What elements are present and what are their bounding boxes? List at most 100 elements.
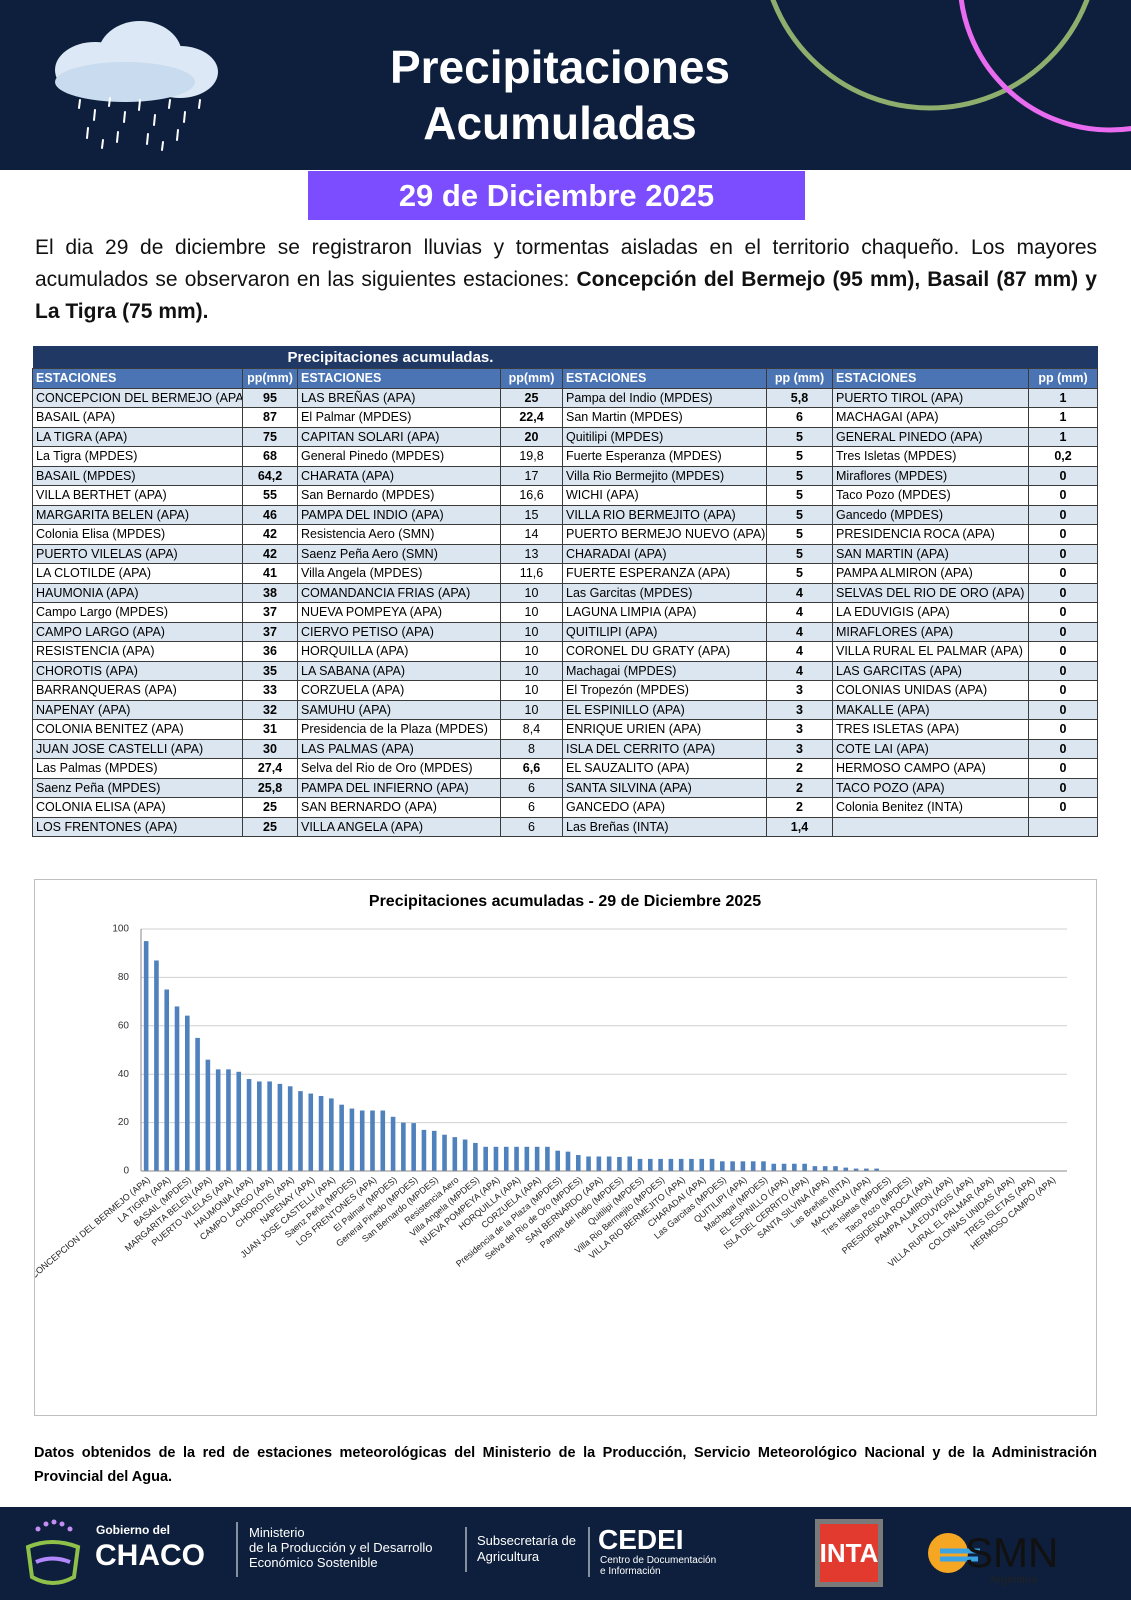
station-cell: Saenz Peña (MPDES) — [32, 777, 243, 798]
pp-cell: 0,2 — [1027, 446, 1099, 467]
table-row: RESISTENCIA (APA) 36 HORQUILLA (APA) 10 CORO… — [32, 641, 1099, 662]
column-header: ESTACIONES — [297, 368, 501, 389]
pp-cell: 0 — [1027, 738, 1099, 759]
pp-cell: 10 — [500, 621, 563, 642]
footer-logos: Gobierno del CHACO Ministerio de la Prod… — [25, 1519, 1058, 1587]
pp-cell: 6 — [500, 797, 563, 818]
station-cell: TACO POZO (APA) — [832, 777, 1029, 798]
column-header: ESTACIONES — [32, 368, 243, 389]
y-tick-label: 80 — [118, 972, 130, 983]
bar — [668, 1158, 674, 1171]
title-line: Precipitaciones — [389, 41, 731, 93]
station-cell: Taco Pozo (MPDES) — [832, 485, 1029, 506]
chart: Precipitaciones acumuladas - 29 de Dicie… — [34, 879, 1097, 1416]
station-cell: LAS PALMAS (APA) — [297, 738, 501, 759]
station-cell: Las Breñas (INTA) — [562, 816, 767, 837]
station-cell: SANTA SILVINA (APA) — [562, 777, 767, 798]
pp-cell: 10 — [500, 602, 563, 623]
pp-cell: 2 — [766, 797, 833, 818]
station-cell: San Bernardo (MPDES) — [297, 485, 501, 506]
pp-cell: 37 — [242, 621, 298, 642]
pp-cell: 3 — [766, 680, 833, 701]
table-row: COLONIA BENITEZ (APA) 31 Presidencia de la… — [32, 719, 1099, 740]
bar — [401, 1122, 406, 1171]
bar — [781, 1163, 787, 1171]
bar — [339, 1104, 344, 1171]
station-cell: COMANDANCIA FRIAS (APA) — [297, 582, 501, 603]
station-cell: Las Palmas (MPDES) — [32, 758, 243, 779]
bar — [822, 1166, 828, 1171]
station-cell: Selva del Rio de Oro (MPDES) — [297, 758, 501, 779]
pp-cell: 2 — [766, 777, 833, 798]
station-cell: MAKALLE (APA) — [832, 699, 1029, 720]
bar — [154, 960, 159, 1171]
bar — [761, 1161, 766, 1171]
table-row: LA CLOTILDE (APA) 41 Villa Angela (MPDES) 1… — [32, 563, 1099, 584]
pp-cell: 10 — [500, 641, 563, 662]
bar — [483, 1146, 488, 1171]
station-cell: MIRAFLORES (APA) — [832, 621, 1029, 642]
station-cell: COTE LAI (APA) — [832, 738, 1029, 759]
table-row: La Tigra (MPDES) 68 General Pinedo (MPDES)… — [32, 446, 1099, 467]
station-cell: LA EDUVIGIS (APA) — [832, 602, 1029, 623]
pp-cell: 6,6 — [500, 758, 563, 779]
pp-cell: 41 — [242, 563, 298, 584]
pp-cell: 0 — [1027, 465, 1099, 486]
bar — [802, 1163, 807, 1171]
bar — [596, 1156, 602, 1171]
table-row: Las Palmas (MPDES) 27,4 Selva del Rio de O… — [32, 758, 1099, 779]
pp-cell: 0 — [1027, 660, 1099, 681]
inta-logo: INTA — [820, 1538, 879, 1568]
pp-cell: 5 — [766, 426, 833, 447]
bar — [586, 1156, 591, 1171]
bar — [565, 1151, 571, 1171]
pp-cell: 31 — [242, 719, 298, 740]
table-title: Precipitaciones acumuladas. — [32, 346, 1098, 369]
intro-text: El dia 29 de diciembre se registraron ll… — [35, 236, 1097, 291]
header-decoration — [55, 0, 1131, 151]
subsecretaria-line: Subsecretaría de — [477, 1533, 576, 1548]
bar — [462, 1139, 468, 1171]
y-tick-label: 60 — [118, 1020, 130, 1031]
pp-cell: 1 — [1027, 426, 1099, 447]
station-cell: MARGARITA BELEN (APA) — [32, 504, 243, 525]
station-cell: Saenz Peña Aero (SMN) — [297, 543, 501, 564]
bar — [359, 1110, 365, 1171]
station-cell: COLONIA BENITEZ (APA) — [32, 719, 243, 740]
station-cell: CHARATA (APA) — [297, 465, 501, 486]
station-cell: Villa Angela (MPDES) — [297, 563, 501, 584]
station-cell: LAS GARCITAS (APA) — [832, 660, 1029, 681]
station-cell: HAUMONIA (APA) — [32, 582, 243, 603]
station-cell: EL ESPINILLO (APA) — [562, 699, 767, 720]
pp-cell: 27,4 — [242, 758, 298, 779]
smn-sub: Argentina — [990, 1574, 1038, 1586]
table-row: LOS FRENTONES (APA) 25 VILLA ANGELA (APA) 6… — [32, 816, 1099, 837]
ministry-line: de la Producción y el Desarrollo — [249, 1540, 433, 1555]
bar — [431, 1130, 437, 1171]
station-cell: Campo Largo (MPDES) — [32, 602, 243, 623]
station-cell: PAMPA ALMIRON (APA) — [832, 563, 1029, 584]
bar — [514, 1146, 519, 1171]
station-cell: Colonia Elisa (MPDES) — [32, 524, 243, 545]
pp-cell: 10 — [500, 680, 563, 701]
station-cell: COLONIAS UNIDAS (APA) — [832, 680, 1029, 701]
table-row: Campo Largo (MPDES) 37 NUEVA POMPEYA (APA)… — [32, 602, 1099, 623]
pp-cell: 6 — [500, 816, 563, 837]
pp-cell: 4 — [766, 602, 833, 623]
station-cell: CONCEPCION DEL BERMEJO (APA) — [32, 387, 243, 408]
bar — [678, 1158, 684, 1171]
station-cell: CORONEL DU GRATY (APA) — [562, 641, 767, 662]
pp-cell: 2 — [766, 758, 833, 779]
station-cell: ENRIQUE URIEN (APA) — [562, 719, 767, 740]
bar — [164, 989, 170, 1171]
station-cell: JUAN JOSE CASTELLI (APA) — [32, 738, 243, 759]
subsecretaria-line: Agricultura — [477, 1549, 540, 1564]
column-header: pp (mm) — [1027, 368, 1099, 389]
column-header: ESTACIONES — [832, 368, 1029, 389]
pp-cell: 0 — [1027, 758, 1099, 779]
table-row: PUERTO VILELAS (APA) 42 Saenz Peña Aero (S… — [32, 543, 1099, 564]
title-line: Acumuladas — [423, 97, 697, 149]
station-cell: General Pinedo (MPDES) — [297, 446, 501, 467]
pp-cell: 33 — [242, 680, 298, 701]
